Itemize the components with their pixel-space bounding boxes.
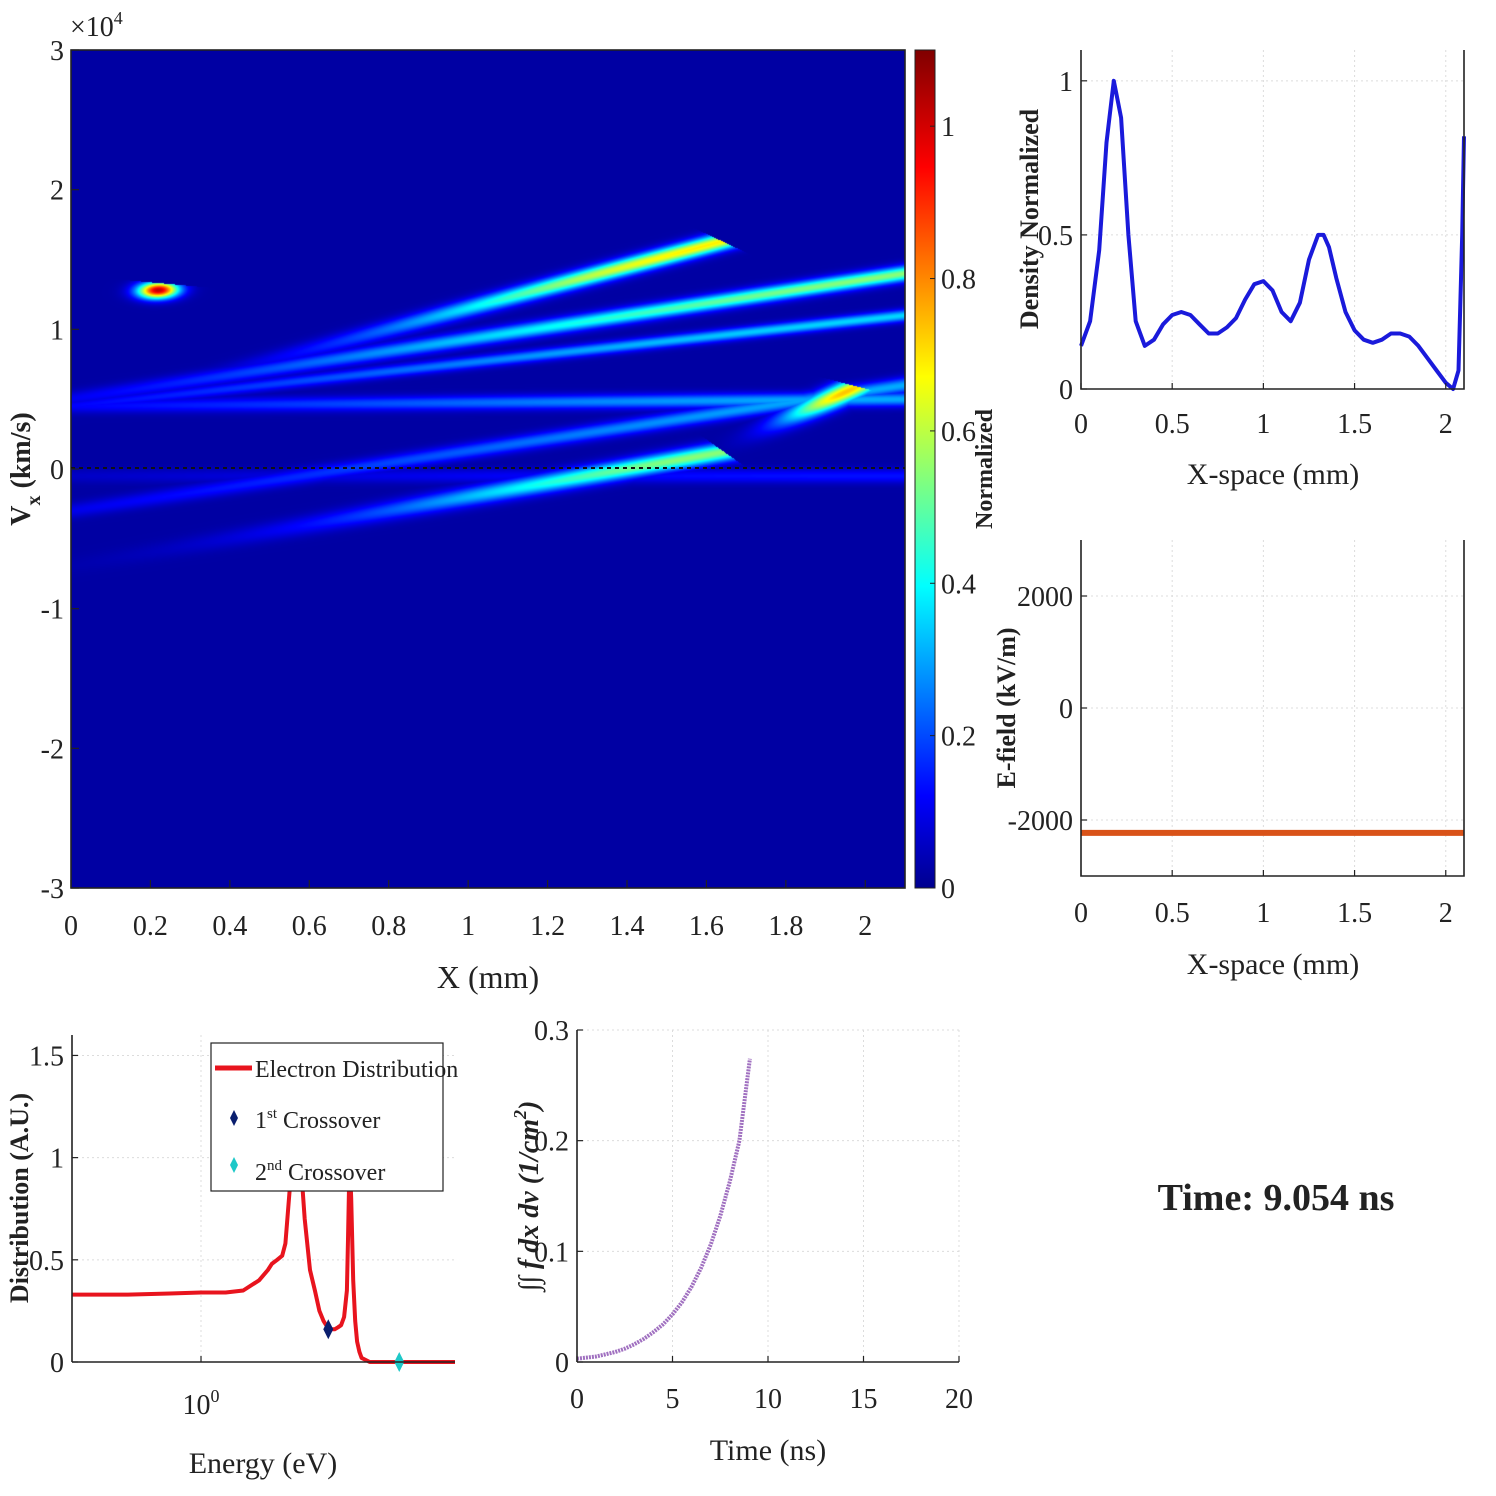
phase-space-x-tick-label: 2 <box>858 911 872 942</box>
efield-x-tick-label: 1 <box>1256 898 1270 929</box>
density-x-label: X-space (mm) <box>1187 458 1359 491</box>
phase-space-y-tick-label: -1 <box>41 595 64 626</box>
density-y-label: Density Normalized <box>1015 108 1044 329</box>
phase-space-panel: 0 0.2 0.4 0.6 0.8 1 1.2 1.4 1.6 1.8 2 -3 -2 -1 0 1 2 3 ×1… <box>6 8 998 995</box>
energy-y-tick-label: 1.5 <box>29 1041 64 1072</box>
density-x-tick-label: 1 <box>1256 409 1270 440</box>
efield-x-tick-label: 0 <box>1074 898 1088 929</box>
efield-x-tick-label: 1.5 <box>1337 898 1372 929</box>
density-series-line <box>1079 78 1466 391</box>
phase-space-y-label: Vx (km/s) <box>6 412 45 525</box>
colorbar-label: Normalized <box>972 408 998 529</box>
phase-space-x-tick-label: 0.2 <box>133 911 168 942</box>
legend-entry-first-crossover: 1st Crossover <box>255 1106 380 1134</box>
phase-space-y-tick-label: 2 <box>50 176 64 207</box>
time-readout: Time: 9.054 ns <box>1158 1177 1395 1219</box>
integral-series-line <box>576 1058 752 1361</box>
legend-diamond-first <box>230 1110 238 1126</box>
colorbar-tick-label: 0.2 <box>941 722 976 753</box>
integral-y-tick-label: 0.2 <box>534 1127 569 1158</box>
phase-space-y-tick-label: 3 <box>50 36 64 67</box>
y-multiplier: ×104 <box>70 8 123 43</box>
density-panel: 0 0.5 1 1.5 2 0 0.5 1 X-space (mm) Density Norm… <box>1015 50 1466 491</box>
integral-y-tick-label: 0.1 <box>534 1237 569 1268</box>
efield-x-tick-label: 2 <box>1439 898 1453 929</box>
phase-space-y-tick-label: -3 <box>41 874 64 905</box>
integral-y-label: ∫∫ f dx dv (1/cm2) <box>510 1101 546 1294</box>
colorbar-tick-label: 0 <box>941 874 955 905</box>
phase-space-x-tick-label: 1 <box>461 911 475 942</box>
phase-space-x-label: X (mm) <box>437 959 539 995</box>
efield-y-label: E-field (kV/m) <box>992 627 1021 788</box>
phase-space-x-tick-label: 1.6 <box>689 911 724 942</box>
phase-space-x-tick-label: 0 <box>64 911 78 942</box>
integral-x-tick-label: 15 <box>850 1384 878 1415</box>
colorbar-tick-label: 0.6 <box>941 417 976 448</box>
energy-y-tick-label: 0.5 <box>29 1246 64 1277</box>
phase-space-x-tick-label: 1.8 <box>768 911 803 942</box>
phase-space-y-tick-label: 0 <box>50 455 64 486</box>
integral-x-label: Time (ns) <box>710 1434 826 1467</box>
energy-y-tick-label: 0 <box>50 1348 64 1379</box>
integral-x-tick-label: 10 <box>754 1384 782 1415</box>
density-x-tick-label: 0.5 <box>1155 409 1190 440</box>
density-y-tick-label: 0 <box>1059 375 1073 406</box>
efield-x-tick-label: 0.5 <box>1155 898 1190 929</box>
efield-y-tick-label: 2000 <box>1017 582 1073 613</box>
energy-y-label: Distribution (A.U.) <box>5 1093 34 1303</box>
phase-space-x-tick-label: 0.8 <box>371 911 406 942</box>
integral-x-tick-label: 20 <box>945 1384 973 1415</box>
efield-y-tick-label: -2000 <box>1008 806 1073 837</box>
integral-y-tick-label: 0.3 <box>534 1016 569 1047</box>
integral-y-tick-label: 0 <box>555 1348 569 1379</box>
phase-space-x-tick-label: 1.2 <box>530 911 565 942</box>
density-x-tick-label: 0 <box>1074 409 1088 440</box>
integral-x-tick-label: 0 <box>570 1384 584 1415</box>
density-y-tick-label: 1 <box>1059 67 1073 98</box>
efield-x-label: X-space (mm) <box>1187 948 1359 981</box>
colorbar-tick-label: 1 <box>941 112 955 143</box>
colorbar-tick-label: 0.4 <box>941 569 976 600</box>
phase-space-y-tick-label: 1 <box>50 315 64 346</box>
phase-space-y-tick-label: -2 <box>41 734 64 765</box>
first-crossover-marker <box>323 1319 334 1340</box>
efield-panel: 0 0.5 1 1.5 2 -2000 0 2000 X-space (mm) E-field… <box>992 540 1465 981</box>
density-x-tick-label: 2 <box>1439 409 1453 440</box>
efield-y-tick-label: 0 <box>1059 694 1073 725</box>
energy-panel: 100 0 0.5 1 1.5 Energy (eV) Distribution (A.… <box>5 1035 458 1480</box>
phase-space-x-tick-label: 0.4 <box>212 911 247 942</box>
legend-entry-electron-distribution: Electron Distribution <box>255 1057 458 1083</box>
integral-panel: 0 5 10 15 20 0 0.1 0.2 0.3 Time (ns) ∫∫ f dx dv … <box>510 1016 973 1467</box>
energy-x-tick-label: 100 <box>183 1386 220 1421</box>
energy-x-label: Energy (eV) <box>189 1447 338 1480</box>
colorbar-tick-label: 0.8 <box>941 265 976 296</box>
density-y-tick-label: 0.5 <box>1038 221 1073 252</box>
phase-space-x-tick-label: 0.6 <box>292 911 327 942</box>
density-axes <box>1080 50 1465 390</box>
energy-legend: Electron Distribution 1st Crossover 2nd … <box>210 1042 458 1192</box>
legend-entry-second-crossover: 2nd Crossover <box>255 1158 385 1186</box>
phase-space-x-tick-label: 1.4 <box>610 911 645 942</box>
energy-y-tick-label: 1 <box>50 1144 64 1175</box>
integral-x-tick-label: 5 <box>666 1384 680 1415</box>
legend-diamond-second <box>230 1157 238 1173</box>
density-x-tick-label: 1.5 <box>1337 409 1372 440</box>
colorbar <box>914 49 936 889</box>
